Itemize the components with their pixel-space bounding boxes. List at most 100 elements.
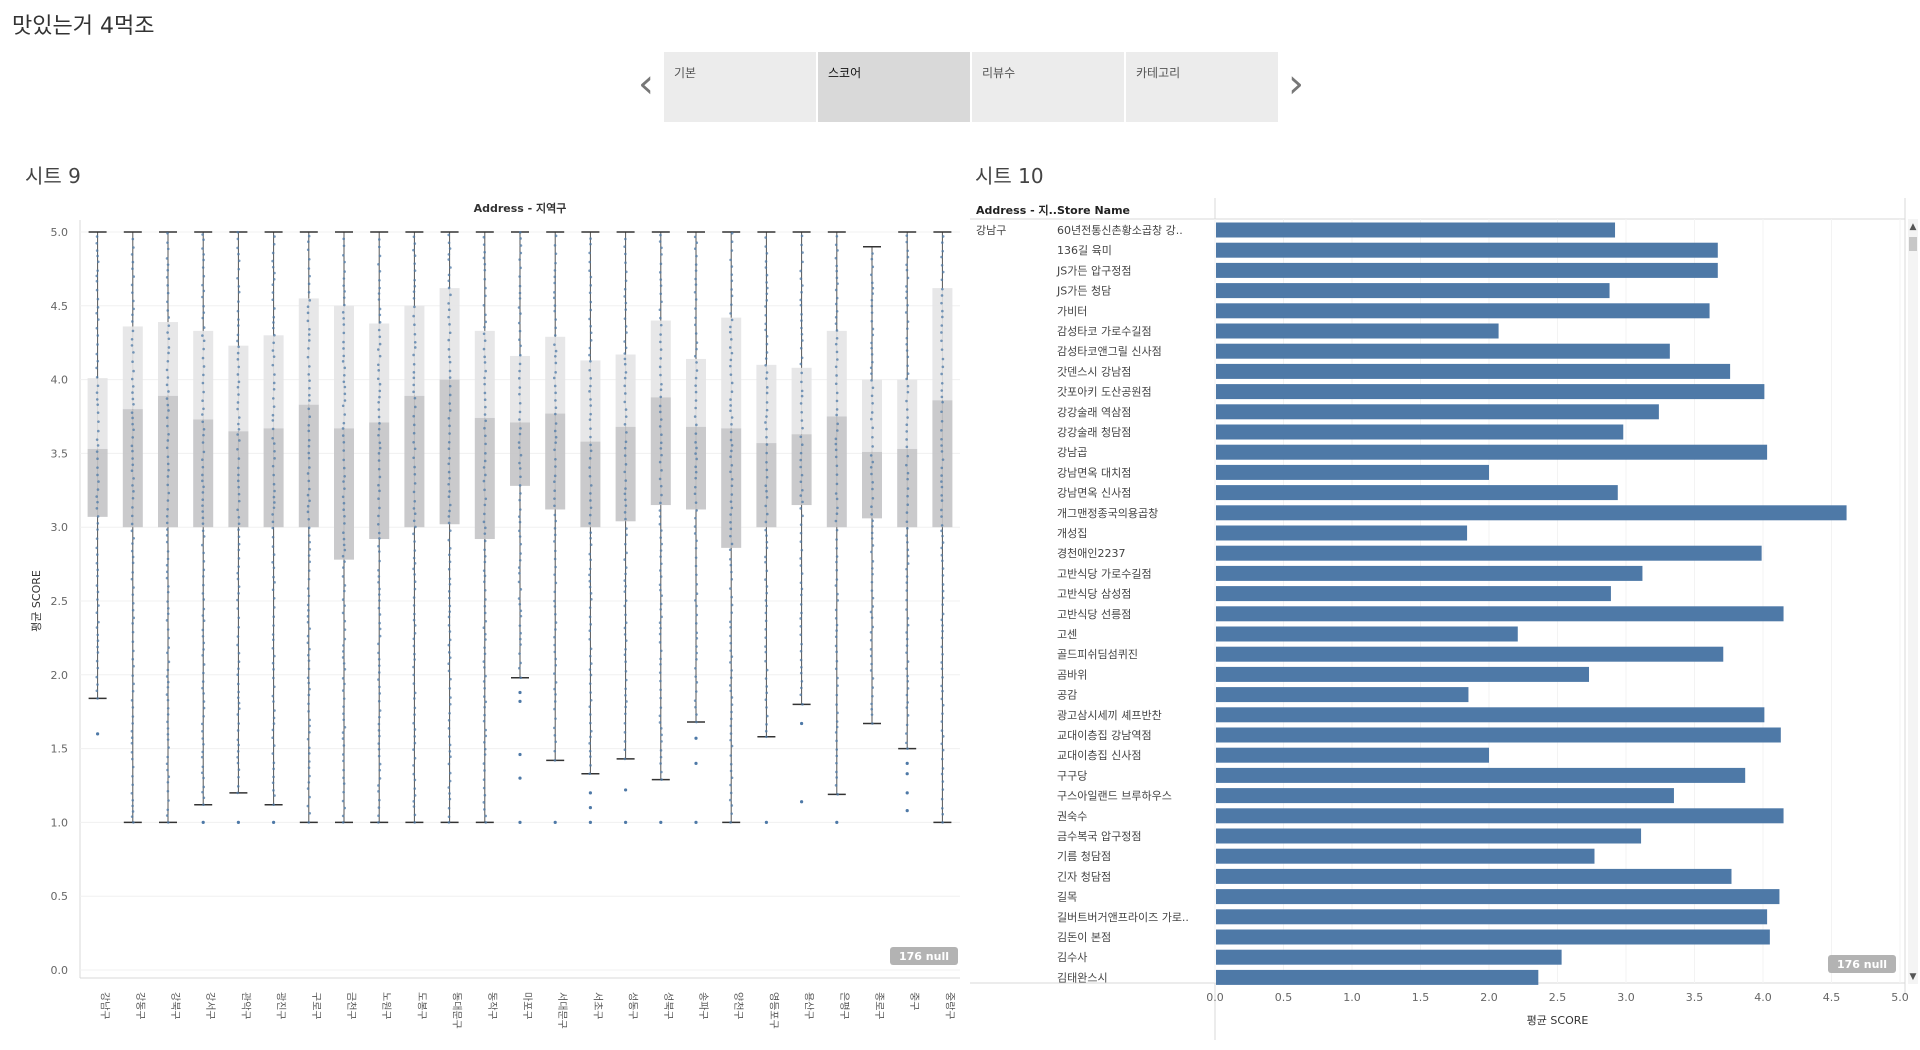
store-name-label: 고반식당 가로수길점 xyxy=(1057,567,1152,580)
story-tab-reviews[interactable]: 리뷰수 xyxy=(972,52,1124,122)
data-point xyxy=(518,291,522,295)
data-point xyxy=(378,762,382,766)
data-point xyxy=(343,628,347,631)
data-point xyxy=(272,381,276,385)
data-point xyxy=(377,593,381,596)
data-point xyxy=(659,348,663,351)
box-upper xyxy=(826,330,847,417)
data-point xyxy=(940,419,944,423)
data-point xyxy=(236,750,240,753)
data-point xyxy=(800,642,803,646)
data-point xyxy=(200,755,204,759)
data-point xyxy=(906,249,909,253)
data-point xyxy=(730,279,734,283)
data-point xyxy=(660,733,663,737)
data-point xyxy=(940,797,944,801)
data-point xyxy=(800,243,803,247)
store-name-label: 골드피쉬딤섬퀴진 xyxy=(1057,648,1138,661)
data-point xyxy=(835,770,838,774)
data-point xyxy=(799,557,802,560)
bar xyxy=(1216,767,1746,783)
y-tick-label: 2.5 xyxy=(51,595,69,608)
chevron-left-icon[interactable]: ‹ xyxy=(638,61,654,107)
data-point xyxy=(554,458,557,461)
data-point xyxy=(799,523,803,527)
data-point xyxy=(554,354,557,358)
data-point xyxy=(694,690,698,693)
data-point xyxy=(906,372,910,375)
data-point xyxy=(378,395,381,399)
data-point xyxy=(96,403,100,406)
store-name-label: 고센 xyxy=(1057,628,1077,641)
data-point xyxy=(202,311,206,314)
data-point xyxy=(870,472,873,476)
data-point xyxy=(940,348,944,351)
data-point xyxy=(905,534,908,537)
data-point xyxy=(343,392,347,396)
data-point xyxy=(835,264,838,268)
data-point xyxy=(448,779,452,783)
data-point xyxy=(659,626,662,630)
data-point xyxy=(624,301,628,305)
data-point xyxy=(448,604,452,608)
data-point xyxy=(518,329,522,333)
data-point xyxy=(871,327,875,331)
data-point xyxy=(167,337,171,341)
data-point xyxy=(834,382,838,386)
data-point xyxy=(940,684,943,688)
data-point xyxy=(694,470,698,474)
x-tick-label: 0.5 xyxy=(1275,991,1293,1004)
data-point xyxy=(906,747,909,750)
data-point xyxy=(131,313,134,317)
data-point xyxy=(308,299,312,302)
data-point xyxy=(448,553,451,557)
data-point xyxy=(341,611,345,615)
data-point xyxy=(412,248,415,252)
data-point xyxy=(377,658,381,661)
data-point xyxy=(834,608,838,612)
data-point xyxy=(131,320,134,323)
data-point xyxy=(869,669,873,672)
group-label: 강남구 xyxy=(976,224,1006,237)
data-point xyxy=(95,366,98,370)
chevron-right-icon[interactable]: › xyxy=(1288,61,1304,107)
data-point xyxy=(341,360,345,363)
data-point xyxy=(202,619,206,623)
x-tick-label: 양천구 xyxy=(732,992,744,1020)
vertical-scrollbar[interactable]: ▲▼ xyxy=(1908,219,1918,984)
data-point xyxy=(730,655,734,658)
data-point xyxy=(799,458,803,462)
data-point xyxy=(836,711,839,715)
outlier-point xyxy=(518,820,522,825)
data-point xyxy=(95,352,99,356)
story-tab-basic[interactable]: 기본 xyxy=(664,52,816,122)
data-point xyxy=(412,235,416,239)
data-point xyxy=(343,373,346,377)
data-point xyxy=(940,485,944,489)
data-point xyxy=(835,761,838,765)
data-point xyxy=(484,598,487,601)
data-point xyxy=(871,386,875,390)
data-point xyxy=(940,324,944,327)
data-point xyxy=(132,477,135,480)
story-tab-score[interactable]: 스코어 xyxy=(818,52,970,122)
story-tab-category[interactable]: 카테고리 xyxy=(1126,52,1278,122)
data-point xyxy=(905,336,909,340)
data-point xyxy=(413,741,417,745)
data-point xyxy=(343,522,346,525)
data-point xyxy=(695,369,699,372)
data-point xyxy=(588,742,591,745)
bar xyxy=(1216,242,1718,258)
store-name-label: 교대이층집 신사점 xyxy=(1057,749,1141,762)
data-point xyxy=(483,686,486,690)
data-point xyxy=(518,508,522,511)
data-point xyxy=(553,599,556,603)
box-lower xyxy=(615,426,636,522)
data-point xyxy=(694,269,698,272)
data-point xyxy=(624,542,627,546)
data-point xyxy=(341,799,345,803)
data-point xyxy=(272,566,276,570)
data-point xyxy=(625,533,628,537)
data-point xyxy=(624,261,627,265)
data-point xyxy=(378,446,382,450)
